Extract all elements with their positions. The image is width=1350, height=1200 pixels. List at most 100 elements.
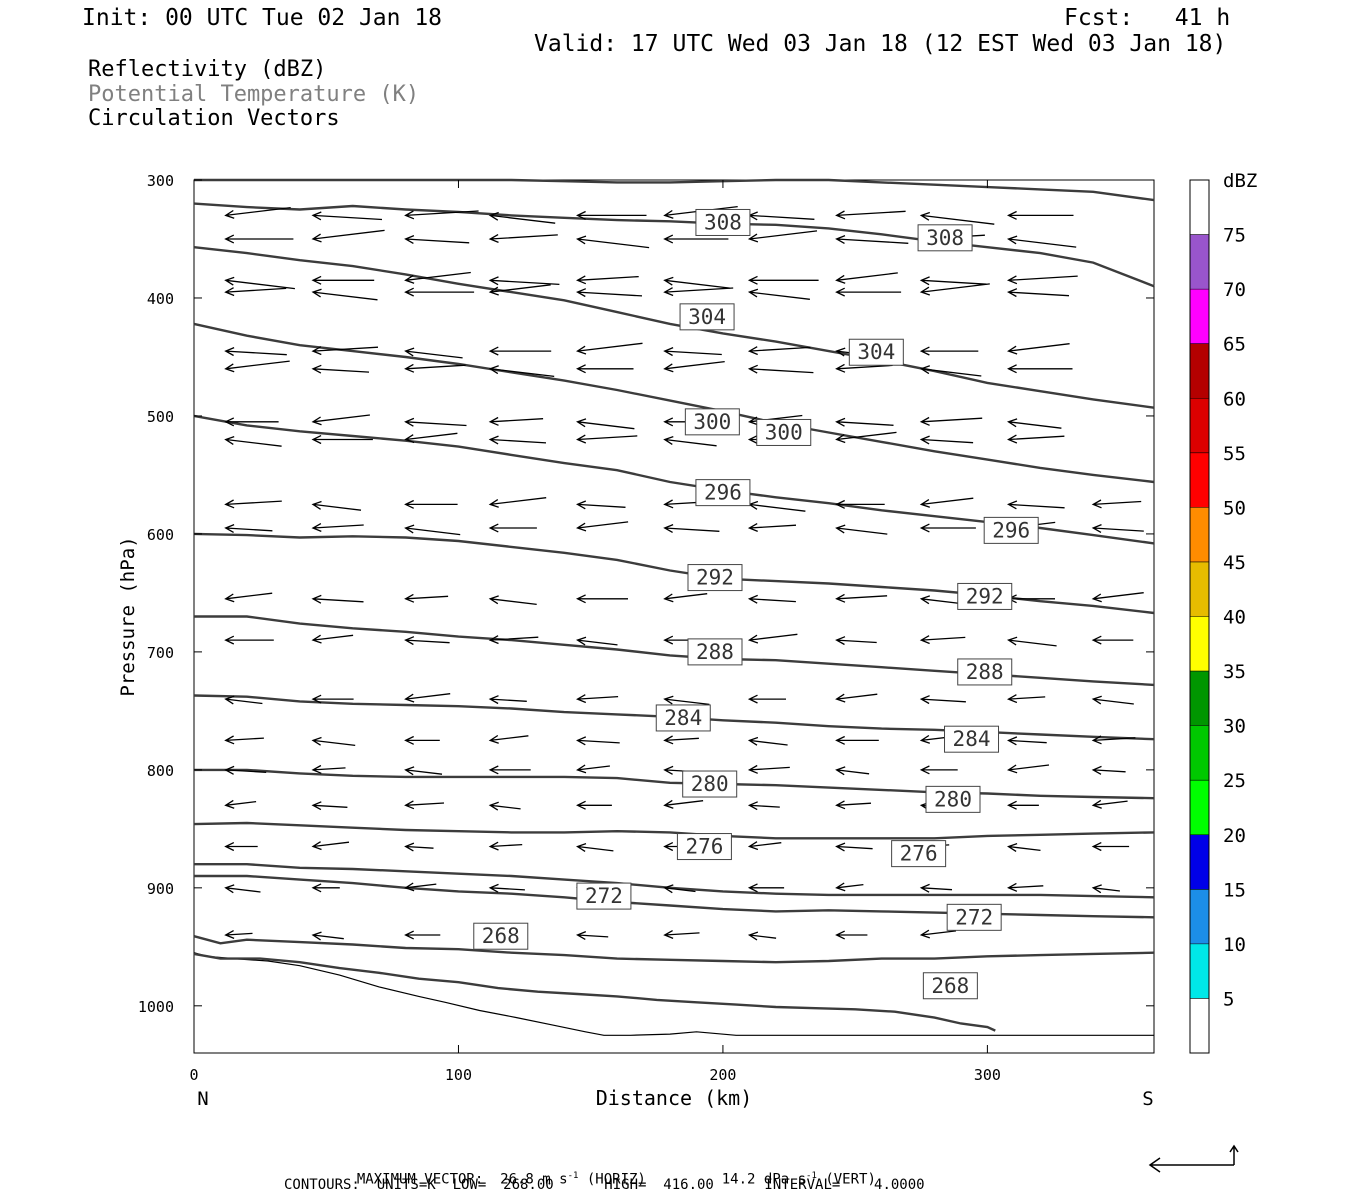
circulation-vector <box>1091 695 1134 705</box>
legend-vectors: Circulation Vectors <box>88 106 340 131</box>
y-tick-label: 600 <box>147 526 174 544</box>
contour-label: 292 <box>696 566 734 590</box>
circulation-vector <box>576 930 609 940</box>
circulation-vector <box>919 497 974 508</box>
circulation-vector <box>1091 884 1120 894</box>
circulation-vector <box>919 695 966 705</box>
circulation-vector <box>224 884 261 894</box>
y-tick-label: 300 <box>147 172 174 190</box>
circulation-vector <box>663 930 700 940</box>
contour-label-box <box>756 418 812 446</box>
contour-label-box <box>922 972 978 1000</box>
circulation-vector <box>224 735 264 745</box>
contour-label-box <box>679 303 735 331</box>
circulation-vector <box>835 417 894 427</box>
y-axis-label: Pressure (hPa) <box>117 536 139 696</box>
circulation-vector <box>1007 364 1073 374</box>
circulation-vector <box>576 210 647 220</box>
contour-label: 280 <box>934 787 972 811</box>
circulation-vector <box>311 435 373 445</box>
circulation-vector <box>404 524 461 536</box>
init-time: Init: 00 UTC Tue 02 Jan 18 <box>82 5 443 31</box>
circulation-vector <box>404 287 475 297</box>
circulation-vector <box>311 414 370 426</box>
circulation-vector <box>576 500 626 510</box>
colorbar-swatch <box>1190 289 1209 344</box>
circulation-vector <box>311 523 364 533</box>
circulation-vector <box>488 695 527 705</box>
y-tick-label: 700 <box>147 644 174 662</box>
circulation-vector <box>747 801 780 811</box>
circulation-vector <box>1007 210 1074 220</box>
colorbar-level-label: 30 <box>1223 716 1246 738</box>
x-tick-label: 200 <box>709 1066 736 1084</box>
y-tick-label: 800 <box>147 762 174 780</box>
circulation-vector <box>576 342 643 355</box>
isentrope-284 <box>193 821 1155 840</box>
circulation-vector <box>663 523 720 533</box>
circulation-vector <box>311 229 385 243</box>
y-tick-label: 500 <box>147 408 174 426</box>
colorbar-level-label: 40 <box>1223 607 1246 629</box>
circulation-vector <box>488 234 558 244</box>
y-tick-label: 1000 <box>138 998 174 1016</box>
circulation-vector <box>311 634 354 644</box>
circulation-vector <box>1007 736 1047 746</box>
circulation-vector <box>1006 275 1078 285</box>
circulation-vector <box>835 766 870 776</box>
circulation-vector <box>835 693 878 703</box>
contour-label-box <box>917 224 973 252</box>
contour-label-box <box>946 903 1002 931</box>
circulation-vector <box>311 346 379 356</box>
vert-label: (VERT) <box>825 1171 876 1188</box>
circulation-vector <box>919 635 966 645</box>
circulation-vector <box>404 693 451 703</box>
legend-theta: Potential Temperature (K) <box>88 82 420 107</box>
contour-label-box <box>687 638 743 666</box>
contour-label: 276 <box>900 842 938 866</box>
contour-label: 300 <box>693 410 731 434</box>
circulation-vector <box>224 842 258 852</box>
circulation-vector <box>919 276 987 286</box>
colorbar-swatch <box>1190 561 1209 617</box>
circulation-vector <box>919 765 958 775</box>
circulation-vector <box>404 882 437 892</box>
contour-label-box <box>848 338 904 366</box>
circulation-vector <box>311 364 370 374</box>
circulation-vector <box>1007 764 1050 774</box>
colorbar-swatch <box>1190 834 1209 890</box>
circulation-vector <box>835 234 909 244</box>
circulation-vector <box>1007 842 1041 852</box>
circulation-vector <box>311 500 362 511</box>
circulation-vector <box>835 363 893 373</box>
circulation-vector <box>224 417 279 427</box>
circulation-vector <box>311 883 340 893</box>
contour-label-box <box>682 770 738 798</box>
colorbar-level-label: 70 <box>1223 279 1246 301</box>
contour-label-box <box>957 582 1013 610</box>
circulation-vector <box>1091 523 1144 533</box>
circulation-vector <box>663 287 734 297</box>
circulation-vector <box>919 523 976 533</box>
colorbar-swatch <box>1190 671 1209 726</box>
circulation-vector <box>835 499 885 509</box>
legend-reflectivity: Reflectivity (dBZ) <box>88 57 327 82</box>
circulation-vector <box>311 764 346 774</box>
circulation-vector <box>224 435 282 447</box>
circulation-vector <box>747 288 810 300</box>
circulation-vector <box>488 497 547 508</box>
circulation-vector <box>488 765 531 775</box>
circulation-vector <box>1007 434 1065 444</box>
circulation-vector <box>747 736 788 746</box>
colorbar-level-label: 65 <box>1223 334 1246 356</box>
circulation-vector <box>404 210 479 220</box>
circulation-vector <box>488 284 551 296</box>
circulation-vector <box>576 521 629 532</box>
circulation-vector <box>919 346 979 356</box>
circulation-vector <box>224 206 291 219</box>
circulation-vector <box>404 271 471 284</box>
contour-label: 304 <box>688 305 726 329</box>
circulation-vector <box>747 841 782 851</box>
colorbar-level-label: 15 <box>1223 879 1246 901</box>
circulation-vector <box>663 276 730 289</box>
